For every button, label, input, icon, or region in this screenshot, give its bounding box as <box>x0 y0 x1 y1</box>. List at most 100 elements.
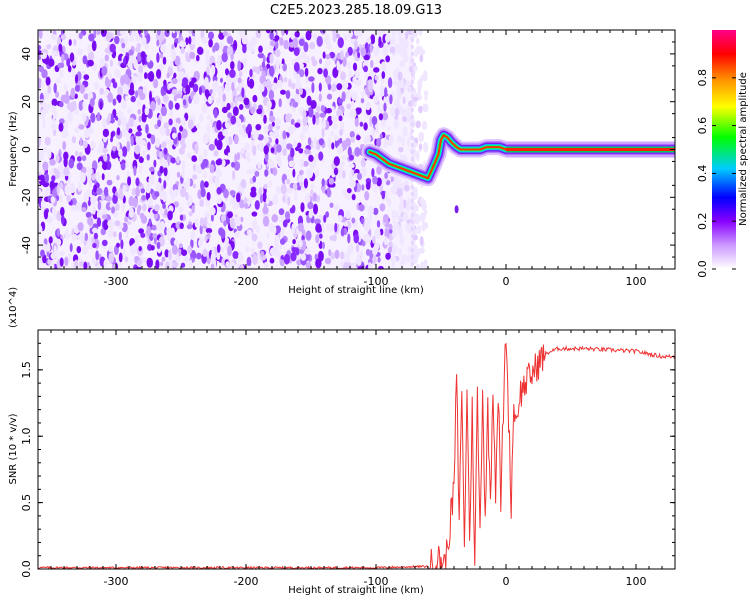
noise-speckle <box>331 142 335 150</box>
noise-speckle <box>38 30 43 39</box>
noise-speckle <box>180 187 187 198</box>
spectrogram-y-tick-label: -20 <box>20 188 33 206</box>
noise-speckle <box>391 209 396 220</box>
noise-speckle <box>410 205 414 211</box>
noise-speckle <box>53 252 59 258</box>
noise-speckle <box>245 246 249 253</box>
noise-speckle <box>82 55 88 65</box>
noise-speckle <box>318 233 323 239</box>
noise-speckle <box>82 100 86 110</box>
noise-speckle <box>145 183 151 194</box>
noise-speckle <box>208 31 214 40</box>
colorbar-tick-label: 0.4 <box>696 165 709 183</box>
noise-speckle <box>50 196 56 204</box>
noise-speckle <box>173 201 179 208</box>
noise-speckle <box>179 71 185 78</box>
noise-speckle <box>131 187 136 196</box>
noise-speckle <box>156 30 161 36</box>
noise-speckle <box>124 216 129 223</box>
noise-speckle <box>181 170 185 179</box>
noise-speckle <box>234 153 238 164</box>
noise-speckle <box>101 173 105 181</box>
noise-speckle <box>137 206 141 216</box>
noise-speckle <box>96 210 102 220</box>
noise-speckle <box>373 67 380 73</box>
noise-speckle <box>205 56 211 68</box>
noise-speckle <box>307 201 314 210</box>
noise-speckle <box>189 51 196 60</box>
noise-speckle <box>194 143 199 155</box>
noise-speckle <box>91 40 97 52</box>
noise-speckle <box>387 197 392 207</box>
noise-speckle <box>214 175 219 184</box>
noise-speckle <box>278 98 282 108</box>
noise-speckle <box>188 80 195 88</box>
noise-speckle <box>352 62 358 71</box>
noise-speckle <box>304 248 311 255</box>
noise-speckle <box>123 85 130 95</box>
noise-speckle <box>189 259 193 269</box>
noise-speckle <box>103 186 109 197</box>
noise-speckle <box>415 120 421 129</box>
noise-speckle <box>258 143 262 151</box>
noise-speckle <box>410 149 414 155</box>
noise-speckle <box>287 196 291 206</box>
noise-speckle <box>194 218 199 228</box>
noise-speckle <box>226 102 231 111</box>
noise-speckle <box>59 181 64 190</box>
noise-speckle <box>227 112 233 119</box>
noise-speckle <box>363 65 368 73</box>
noise-speckle <box>198 239 203 248</box>
noise-speckle <box>187 245 193 255</box>
noise-speckle <box>244 203 249 209</box>
noise-speckle <box>146 225 151 237</box>
noise-speckle <box>240 216 244 223</box>
noise-speckle <box>60 34 67 40</box>
noise-speckle <box>246 41 253 51</box>
noise-speckle <box>291 204 296 213</box>
noise-speckle <box>87 216 94 226</box>
noise-speckle <box>376 137 382 148</box>
noise-speckle <box>96 217 102 227</box>
noise-speckle <box>268 65 275 77</box>
noise-speckle <box>142 203 147 212</box>
noise-speckle <box>283 39 289 50</box>
noise-speckle <box>292 168 296 178</box>
noise-speckle <box>368 81 373 93</box>
noise-speckle <box>410 212 414 218</box>
snr-scale-note: (x10^4) <box>8 287 19 328</box>
noise-speckle <box>159 126 166 136</box>
noise-speckle <box>221 214 226 223</box>
noise-speckle <box>262 216 270 227</box>
noise-speckle <box>328 177 335 185</box>
noise-speckle <box>383 140 387 148</box>
noise-speckle <box>223 188 229 199</box>
noise-speckle <box>240 179 247 189</box>
noise-speckle <box>39 150 45 160</box>
noise-speckle <box>387 77 393 89</box>
snr-x-tick-label: -100 <box>364 575 389 588</box>
noise-speckle <box>98 161 103 167</box>
noise-speckle <box>258 187 263 196</box>
noise-speckle <box>259 193 264 204</box>
noise-speckle <box>419 236 424 246</box>
noise-speckle <box>270 147 275 154</box>
noise-speckle <box>139 163 143 174</box>
noise-speckle <box>368 262 372 269</box>
noise-speckle <box>339 137 343 144</box>
noise-speckle <box>410 198 414 204</box>
noise-speckle <box>221 52 228 63</box>
noise-speckle <box>210 213 214 222</box>
noise-speckle <box>377 256 381 263</box>
noise-speckle <box>160 106 167 117</box>
noise-speckle-layer <box>38 30 429 269</box>
noise-speckle <box>52 188 58 198</box>
noise-speckle <box>333 156 340 167</box>
noise-speckle <box>417 84 422 94</box>
noise-speckle <box>252 94 258 103</box>
noise-speckle <box>364 190 370 201</box>
noise-speckle <box>355 244 360 253</box>
noise-speckle <box>172 261 179 268</box>
noise-speckle <box>59 69 64 79</box>
noise-speckle <box>201 103 208 114</box>
